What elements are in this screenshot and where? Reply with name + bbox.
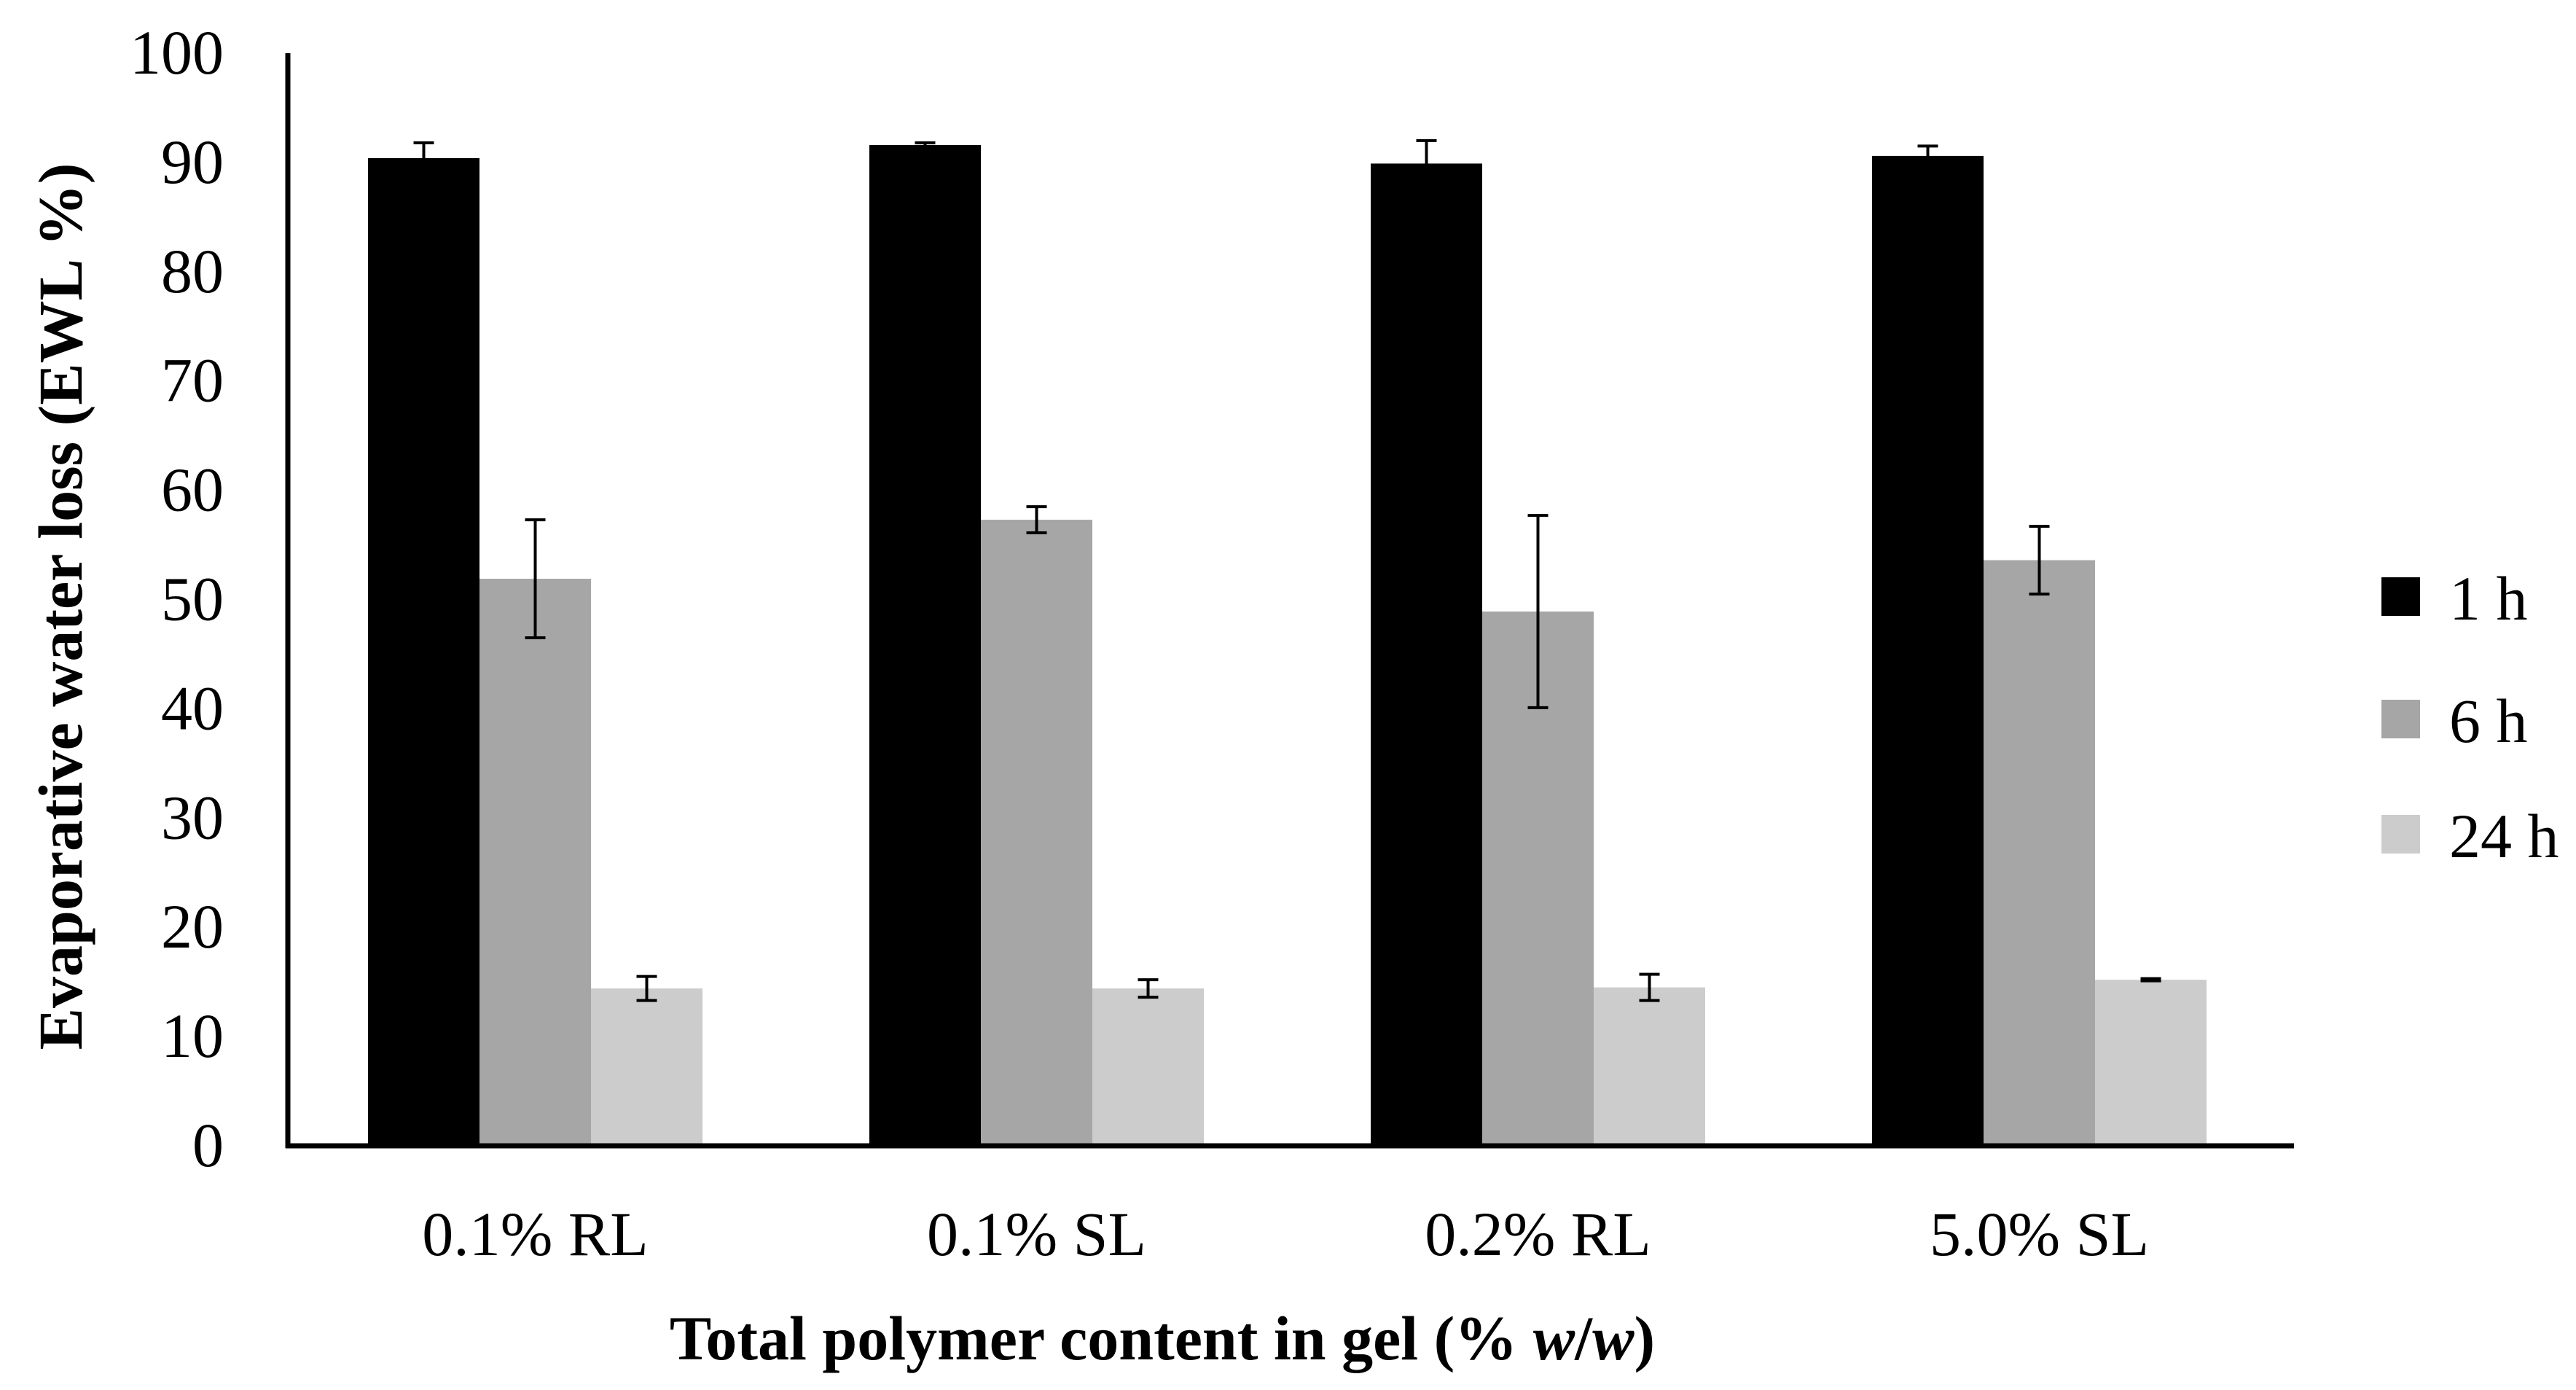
error-bar-1-series-2 bbox=[525, 518, 546, 639]
legend-label-1: 1 h bbox=[2449, 563, 2528, 633]
error-bar-2-series-3 bbox=[1138, 978, 1159, 999]
x-axis-title-part-4: w bbox=[1592, 1303, 1635, 1373]
error-bar-4-series-1 bbox=[1917, 144, 1938, 168]
legend-swatch-1 bbox=[2381, 577, 2420, 616]
x-axis-title-part-3: / bbox=[1574, 1303, 1593, 1373]
bar-1-series-1 bbox=[368, 157, 479, 1146]
x-category-label-2: 0.1% SL bbox=[927, 1199, 1146, 1269]
error-bar-1-series-3 bbox=[636, 975, 657, 1002]
x-axis-title: Total polymer content in gel (% w/w) bbox=[670, 1303, 1655, 1373]
bar-1-series-3 bbox=[591, 988, 702, 1146]
x-category-label-4: 5.0% SL bbox=[1930, 1199, 2149, 1269]
bar-2-series-2 bbox=[981, 520, 1092, 1146]
y-axis-title: Evaporative water loss (EWL %) bbox=[26, 163, 95, 1050]
y-tick-label-30: 30 bbox=[161, 782, 224, 852]
legend-label-2: 6 h bbox=[2449, 686, 2528, 756]
y-tick-label-60: 60 bbox=[161, 455, 224, 525]
y-tick-label-70: 70 bbox=[161, 345, 224, 415]
y-tick-label-0: 0 bbox=[192, 1110, 224, 1180]
bar-3-series-1 bbox=[1371, 163, 1482, 1146]
y-tick-label-80: 80 bbox=[161, 236, 224, 306]
x-axis-title-part-2: w bbox=[1533, 1303, 1575, 1373]
y-tick-label-90: 90 bbox=[161, 127, 224, 197]
x-axis-title-part-1: Total polymer content in gel (% bbox=[670, 1303, 1533, 1373]
bar-3-series-3 bbox=[1594, 987, 1705, 1146]
bar-4-series-2 bbox=[1984, 560, 2095, 1146]
legend-swatch-3 bbox=[2381, 815, 2420, 854]
error-bar-3-series-3 bbox=[1639, 972, 1660, 1002]
error-bar-1-series-1 bbox=[413, 141, 434, 175]
bar-2-series-1 bbox=[869, 144, 981, 1146]
axes-layer bbox=[285, 53, 2294, 1149]
error-bar-2-series-1 bbox=[915, 141, 936, 149]
bar-4-series-3 bbox=[2095, 980, 2207, 1146]
error-bar-4-series-3 bbox=[2140, 977, 2161, 983]
error-bar-3-series-1 bbox=[1416, 138, 1437, 188]
bar-1-series-2 bbox=[479, 579, 591, 1146]
error-bars-layer bbox=[413, 138, 2161, 1002]
error-bar-4-series-2 bbox=[2029, 525, 2050, 596]
x-axis-title-part-5: ) bbox=[1634, 1303, 1655, 1373]
y-tick-label-40: 40 bbox=[161, 673, 224, 743]
x-category-label-1: 0.1% RL bbox=[422, 1199, 649, 1269]
bar-4-series-1 bbox=[1872, 155, 1984, 1146]
legend-label-3: 24 h bbox=[2449, 801, 2559, 871]
error-bar-3-series-2 bbox=[1527, 514, 1549, 709]
legend-swatch-2 bbox=[2381, 700, 2420, 738]
y-tick-label-20: 20 bbox=[161, 891, 224, 961]
y-tick-label-10: 10 bbox=[161, 1001, 224, 1071]
y-tick-label-50: 50 bbox=[161, 564, 224, 634]
labels-layer: 0 10 20 30 40 50 60 70 80 90 100 0.1% RL 0.1% SL 0.2%… bbox=[26, 17, 2149, 1373]
x-category-label-3: 0.2% RL bbox=[1425, 1199, 1651, 1269]
bars-layer bbox=[368, 144, 2207, 1146]
y-tick-label-100: 100 bbox=[130, 17, 224, 87]
bar-2-series-3 bbox=[1092, 988, 1204, 1146]
legend: 1 h 6 h 24 h bbox=[2381, 563, 2559, 871]
error-bar-2-series-2 bbox=[1026, 505, 1047, 535]
